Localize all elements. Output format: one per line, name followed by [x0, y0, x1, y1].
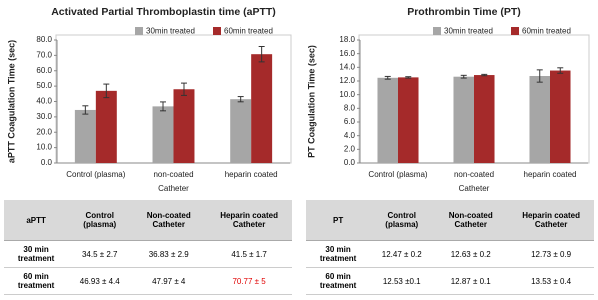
table: aPTT Control (plasma) Non-coated Catheter H…	[4, 200, 292, 295]
legend-label: 30min treated	[146, 27, 195, 36]
header-cell: aPTT	[4, 200, 69, 241]
error-bar	[82, 105, 89, 115]
table-row: 60 min treatment 12.53 ±0.1 12.87 ± 0.1 13.…	[306, 267, 594, 295]
x-tick-label: non-coated	[153, 170, 193, 179]
error-bar	[536, 69, 543, 83]
legend-swatch	[135, 27, 143, 35]
header-cell: Non-coated Catheter	[433, 200, 509, 241]
y-tick-label: 20.0	[36, 127, 52, 136]
bar	[529, 76, 550, 163]
table-cell: 12.63 ± 0.2	[433, 240, 509, 268]
error-bar	[460, 74, 467, 79]
error-bar	[237, 96, 244, 103]
y-tick-label: 40.0	[36, 97, 52, 106]
table-row: 30 min treatment 12.47 ± 0.2 12.63 ± 0.2 12…	[306, 240, 594, 268]
y-tick-label: 0.0	[41, 158, 53, 167]
bar	[398, 77, 419, 163]
y-tick-label: 2.0	[344, 144, 356, 153]
y-tick-label: 16.0	[339, 49, 355, 58]
bar	[377, 77, 398, 163]
legend-label: 60min treated	[224, 27, 273, 36]
y-tick-label: 18.0	[339, 35, 355, 44]
bar	[453, 76, 474, 163]
x-tick-label: non-coated	[454, 170, 494, 179]
y-tick-label: 10.0	[36, 143, 52, 152]
table-row: 30 min treatment 34.5 ± 2.7 36.83 ± 2.9 41.…	[4, 240, 292, 268]
error-bar	[103, 83, 110, 99]
x-tick-label: Control (plasma)	[368, 170, 427, 179]
bar	[95, 90, 117, 163]
bar	[251, 54, 273, 163]
y-axis-label: PT Coagulation Time (sec)	[306, 45, 316, 158]
header-cell: Heparin coated Catheter	[206, 200, 292, 241]
x-tick-label: heparin coated	[225, 170, 278, 179]
y-tick-label: 0.0	[344, 158, 356, 167]
table-cell: 13.53 ± 0.4	[508, 267, 594, 295]
table-cell: 41.5 ± 1.7	[206, 240, 292, 268]
table-cell: 60 min treatment	[4, 267, 69, 295]
y-tick-label: 14.0	[339, 62, 355, 71]
y-tick-label: 80.0	[36, 35, 52, 44]
y-tick-label: 6.0	[344, 117, 356, 126]
header-cell: Control (plasma)	[68, 200, 132, 241]
error-bar	[384, 75, 391, 80]
chart: Activated Partial Thromboplastin time (a…	[6, 6, 292, 193]
error-bar	[481, 73, 488, 77]
y-tick-label: 8.0	[344, 103, 356, 112]
x-tick-label: Control (plasma)	[66, 170, 125, 179]
table-cell: 36.83 ± 2.9	[131, 240, 207, 268]
table-cell: 12.53 ±0.1	[370, 267, 434, 295]
table-cell: 12.47 ± 0.2	[370, 240, 434, 268]
error-bar	[557, 67, 564, 74]
chart-title: Activated Partial Thromboplastin time (a…	[51, 6, 276, 18]
x-tick-label: heparin coated	[524, 170, 577, 179]
chart: Prothrombin Time (PT) PT Coagulation Time…	[306, 6, 590, 193]
table-row: 60 min treatment 46.93 ± 4.4 47.97 ± 4 70.7…	[4, 267, 292, 295]
table-cell: 30 min treatment	[306, 240, 371, 268]
legend-label: 60min treated	[522, 27, 571, 36]
table-cell: 30 min treatment	[4, 240, 69, 268]
header-cell: PT	[306, 200, 371, 241]
x-axis-label: Catheter	[459, 184, 490, 193]
x-axis-label: Catheter	[158, 184, 189, 193]
table-cell: 34.5 ± 2.7	[68, 240, 132, 268]
table-cell: 47.97 ± 4	[131, 267, 207, 295]
y-axis-label: aPTT Coagulation Time (sec)	[6, 40, 16, 163]
y-tick-label: 12.0	[339, 76, 355, 85]
y-tick-label: 4.0	[344, 131, 356, 140]
bar	[474, 75, 495, 163]
header-row: aPTT Control (plasma) Non-coated Catheter H…	[4, 200, 292, 241]
error-bar	[258, 46, 265, 63]
legend-label: 30min treated	[444, 27, 493, 36]
bar	[173, 89, 195, 163]
header-cell: Control (plasma)	[370, 200, 434, 241]
table-cell: 12.87 ± 0.1	[433, 267, 509, 295]
legend-swatch	[213, 27, 221, 35]
y-tick-label: 50.0	[36, 81, 52, 90]
bar	[74, 109, 96, 163]
table: PT Control (plasma) Non-coated Catheter Hep…	[306, 200, 594, 295]
bar	[230, 99, 252, 163]
bar	[152, 106, 174, 163]
header-cell: Heparin coated Catheter	[508, 200, 594, 241]
error-bar	[160, 101, 167, 112]
y-tick-label: 60.0	[36, 66, 52, 75]
chart-title: Prothrombin Time (PT)	[407, 6, 521, 18]
error-bar	[180, 82, 187, 96]
table-cell: 46.93 ± 4.4	[68, 267, 132, 295]
table-cell: 12.73 ± 0.9	[508, 240, 594, 268]
bar	[550, 70, 571, 163]
error-bar	[405, 76, 412, 79]
table-cell: 60 min treatment	[306, 267, 371, 295]
header-row: PT Control (plasma) Non-coated Catheter Hep…	[306, 200, 594, 241]
y-tick-label: 30.0	[36, 112, 52, 121]
header-cell: Non-coated Catheter	[131, 200, 207, 241]
legend-swatch	[511, 27, 519, 35]
y-tick-label: 10.0	[339, 90, 355, 99]
table-cell: 70.77 ± 5	[206, 267, 292, 295]
legend-swatch	[433, 27, 441, 35]
y-tick-label: 70.0	[36, 50, 52, 59]
